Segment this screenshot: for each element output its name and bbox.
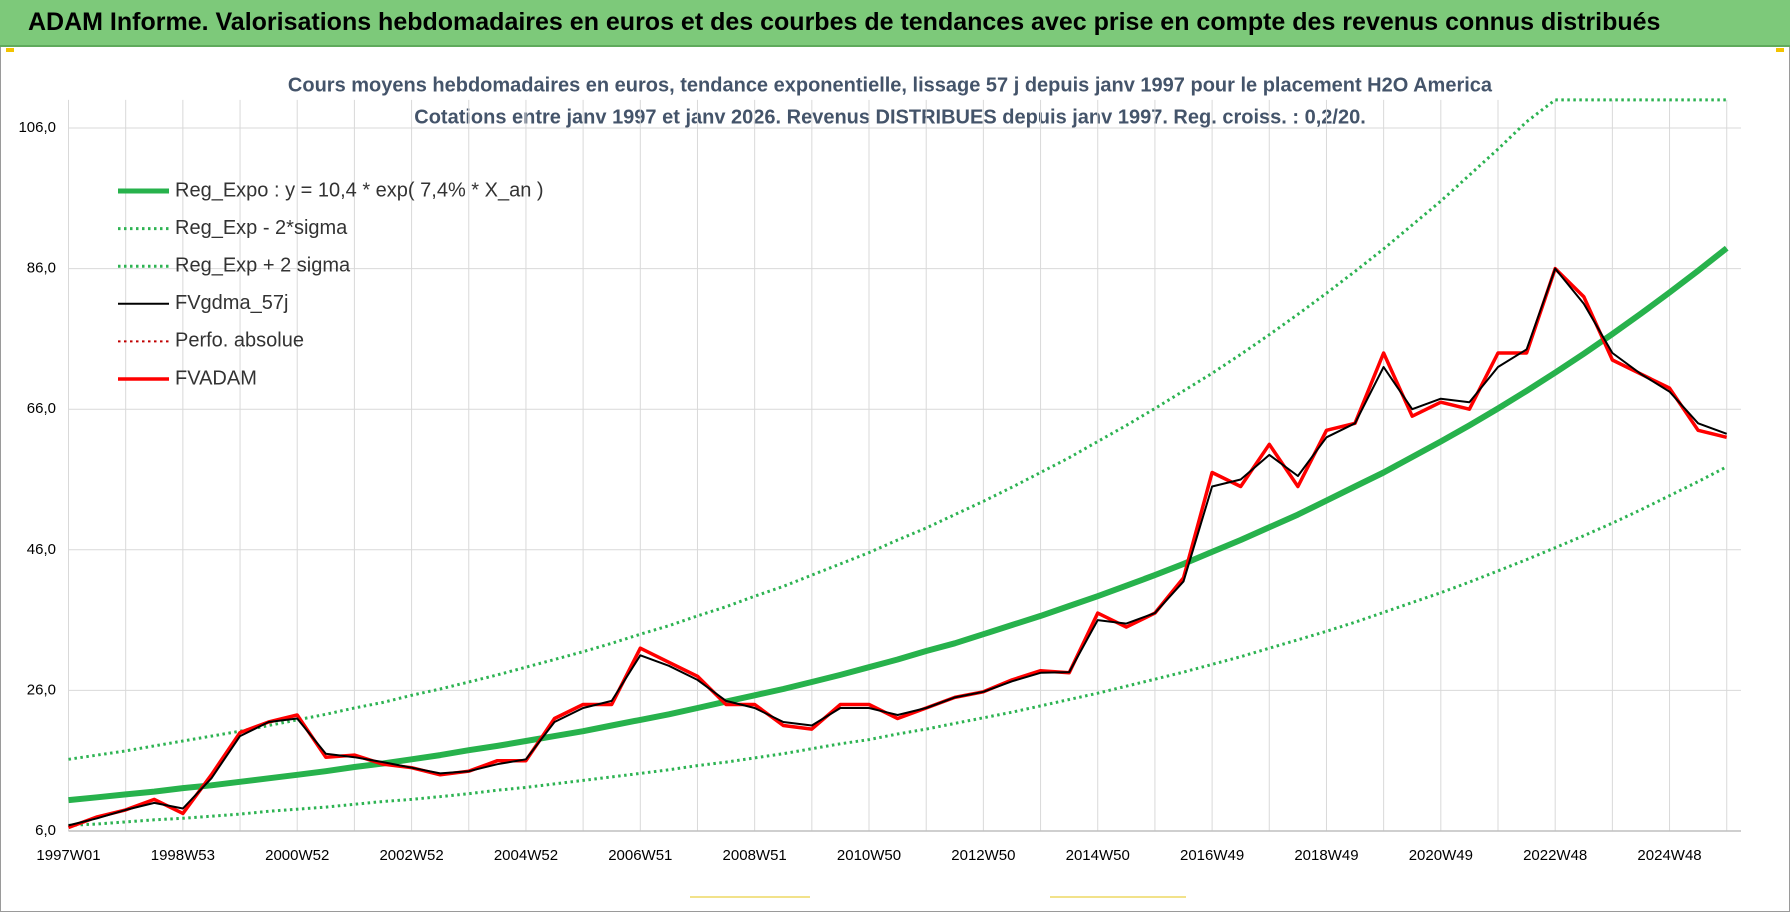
legend-label: Reg_Expo : y = 10,4 * exp( 7,4% * X_an ) xyxy=(175,179,544,201)
deco-mark xyxy=(1050,896,1186,898)
x-tick-label: 2008W51 xyxy=(723,847,787,864)
series-line xyxy=(68,465,1728,827)
x-tick-label: 2020W49 xyxy=(1409,847,1473,864)
legend-label: Reg_Exp - 2*sigma xyxy=(175,217,348,239)
y-tick-label: 26,0 xyxy=(27,681,56,698)
y-tick-label: 66,0 xyxy=(27,400,56,417)
x-tick-label: 2002W52 xyxy=(379,847,443,864)
series-line xyxy=(68,98,1727,761)
x-tick-label: 2018W49 xyxy=(1294,847,1358,864)
series-line xyxy=(68,267,1728,827)
corner-mark xyxy=(1776,48,1784,52)
y-tick-label: 46,0 xyxy=(27,541,56,558)
x-tick-label: 2012W50 xyxy=(951,847,1015,864)
y-tick-label: 6,0 xyxy=(35,822,56,839)
x-tick-label: 2014W50 xyxy=(1066,847,1130,864)
corner-mark xyxy=(6,48,14,52)
chart-subtitle: Cotations entre janv 1997 et janv 2026. … xyxy=(414,106,1366,128)
x-tick-label: 2022W48 xyxy=(1523,847,1587,864)
x-tick-label: 2024W48 xyxy=(1637,847,1701,864)
header-title: ADAM Informe. Valorisations hebdomadaire… xyxy=(28,8,1661,36)
y-tick-label: 106,0 xyxy=(18,119,56,136)
legend-label: FVgdma_57j xyxy=(175,292,288,314)
x-tick-label: 2010W50 xyxy=(837,847,901,864)
deco-mark xyxy=(690,896,810,898)
x-tick-label: 1998W53 xyxy=(151,847,215,864)
y-tick-label: 86,0 xyxy=(27,260,56,277)
series-line xyxy=(68,245,1729,804)
legend-label: Reg_Exp + 2 sigma xyxy=(175,254,351,276)
x-tick-label: 2006W51 xyxy=(608,847,672,864)
x-tick-label: 2000W52 xyxy=(265,847,329,864)
header-bar: ADAM Informe. Valorisations hebdomadaire… xyxy=(0,0,1790,47)
x-tick-label: 2004W52 xyxy=(494,847,558,864)
legend-label: FVADAM xyxy=(175,367,257,389)
legend-label: Perfo. absolue xyxy=(175,330,304,352)
x-tick-label: 1997W01 xyxy=(36,847,100,864)
chart-title: Cours moyens hebdomadaires en euros, ten… xyxy=(288,74,1493,96)
x-tick-label: 2016W49 xyxy=(1180,847,1244,864)
